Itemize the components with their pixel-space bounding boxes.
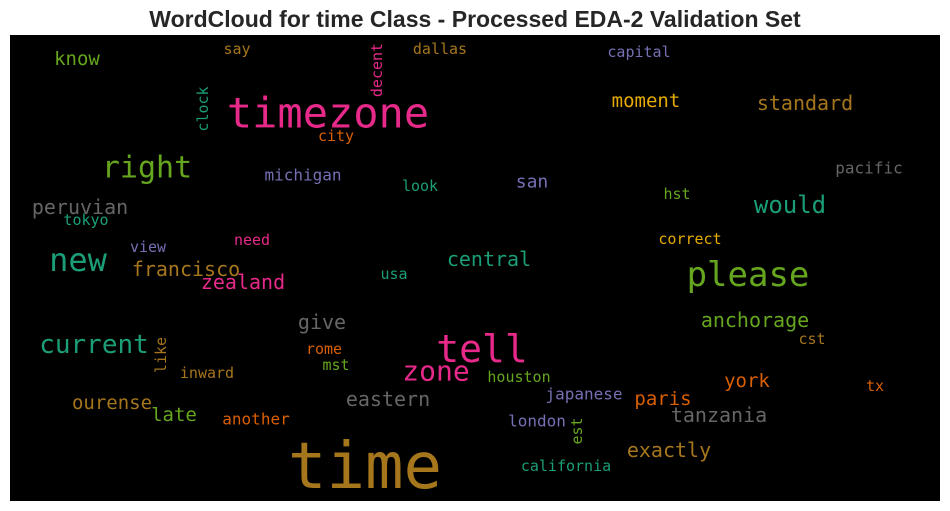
word-moment: moment [612,90,681,112]
words-layer: time timezone tell please new right zone curren… [32,40,903,501]
word-another: another [222,410,290,429]
word-know: know [54,48,100,70]
word-city: city [318,127,354,145]
word-decent: decent [368,43,386,97]
cloud-background [10,35,940,501]
word-timezone: timezone [227,89,429,138]
word-houston: houston [487,368,550,386]
word-say: say [223,40,250,58]
word-capital: capital [607,43,670,61]
word-right: right [102,151,192,186]
word-look: look [402,177,438,195]
word-ourense: ourense [72,392,152,414]
word-like: like [152,337,170,373]
word-peruvian: peruvian [32,195,128,219]
word-san: san [516,172,549,193]
word-need: need [234,231,270,249]
word-tanzania: tanzania [671,403,767,427]
word-usa: usa [380,265,407,283]
word-zealand: zealand [201,270,285,294]
word-california: california [521,457,611,475]
word-cst: cst [798,330,825,348]
word-paris: paris [634,388,691,410]
word-eastern: eastern [346,387,430,411]
word-pacific: pacific [835,159,902,178]
word-francisco: francisco [132,257,240,281]
word-london: london [508,412,566,431]
word-standard: standard [757,91,853,115]
chart-title: WordCloud for time Class - Processed EDA… [149,6,801,32]
word-anchorage: anchorage [701,308,809,332]
word-tell: tell [436,327,528,371]
word-tx: tx [866,377,884,395]
word-clock: clock [194,86,212,131]
word-would: would [754,191,826,219]
word-dallas: dallas [413,40,467,58]
word-give: give [298,310,346,334]
word-zone: zone [402,355,469,388]
word-tokyo: tokyo [63,211,108,229]
word-current: current [39,330,149,360]
word-inward: inward [180,364,234,382]
word-rome: rome [306,340,342,358]
word-central: central [447,247,531,271]
word-time: time [288,430,442,501]
word-japanese: japanese [545,385,622,404]
word-est: est [568,417,586,444]
word-exactly: exactly [627,438,711,462]
word-michigan: michigan [264,166,341,185]
word-correct: correct [658,230,721,248]
word-mst: mst [322,356,349,374]
word-view: view [130,238,167,256]
word-late: late [151,404,197,426]
word-hst: hst [663,185,690,203]
word-new: new [49,241,108,279]
word-york: york [724,370,770,392]
word-please: please [687,255,810,295]
wordcloud-canvas: time timezone tell please new right zone curren… [10,35,940,501]
